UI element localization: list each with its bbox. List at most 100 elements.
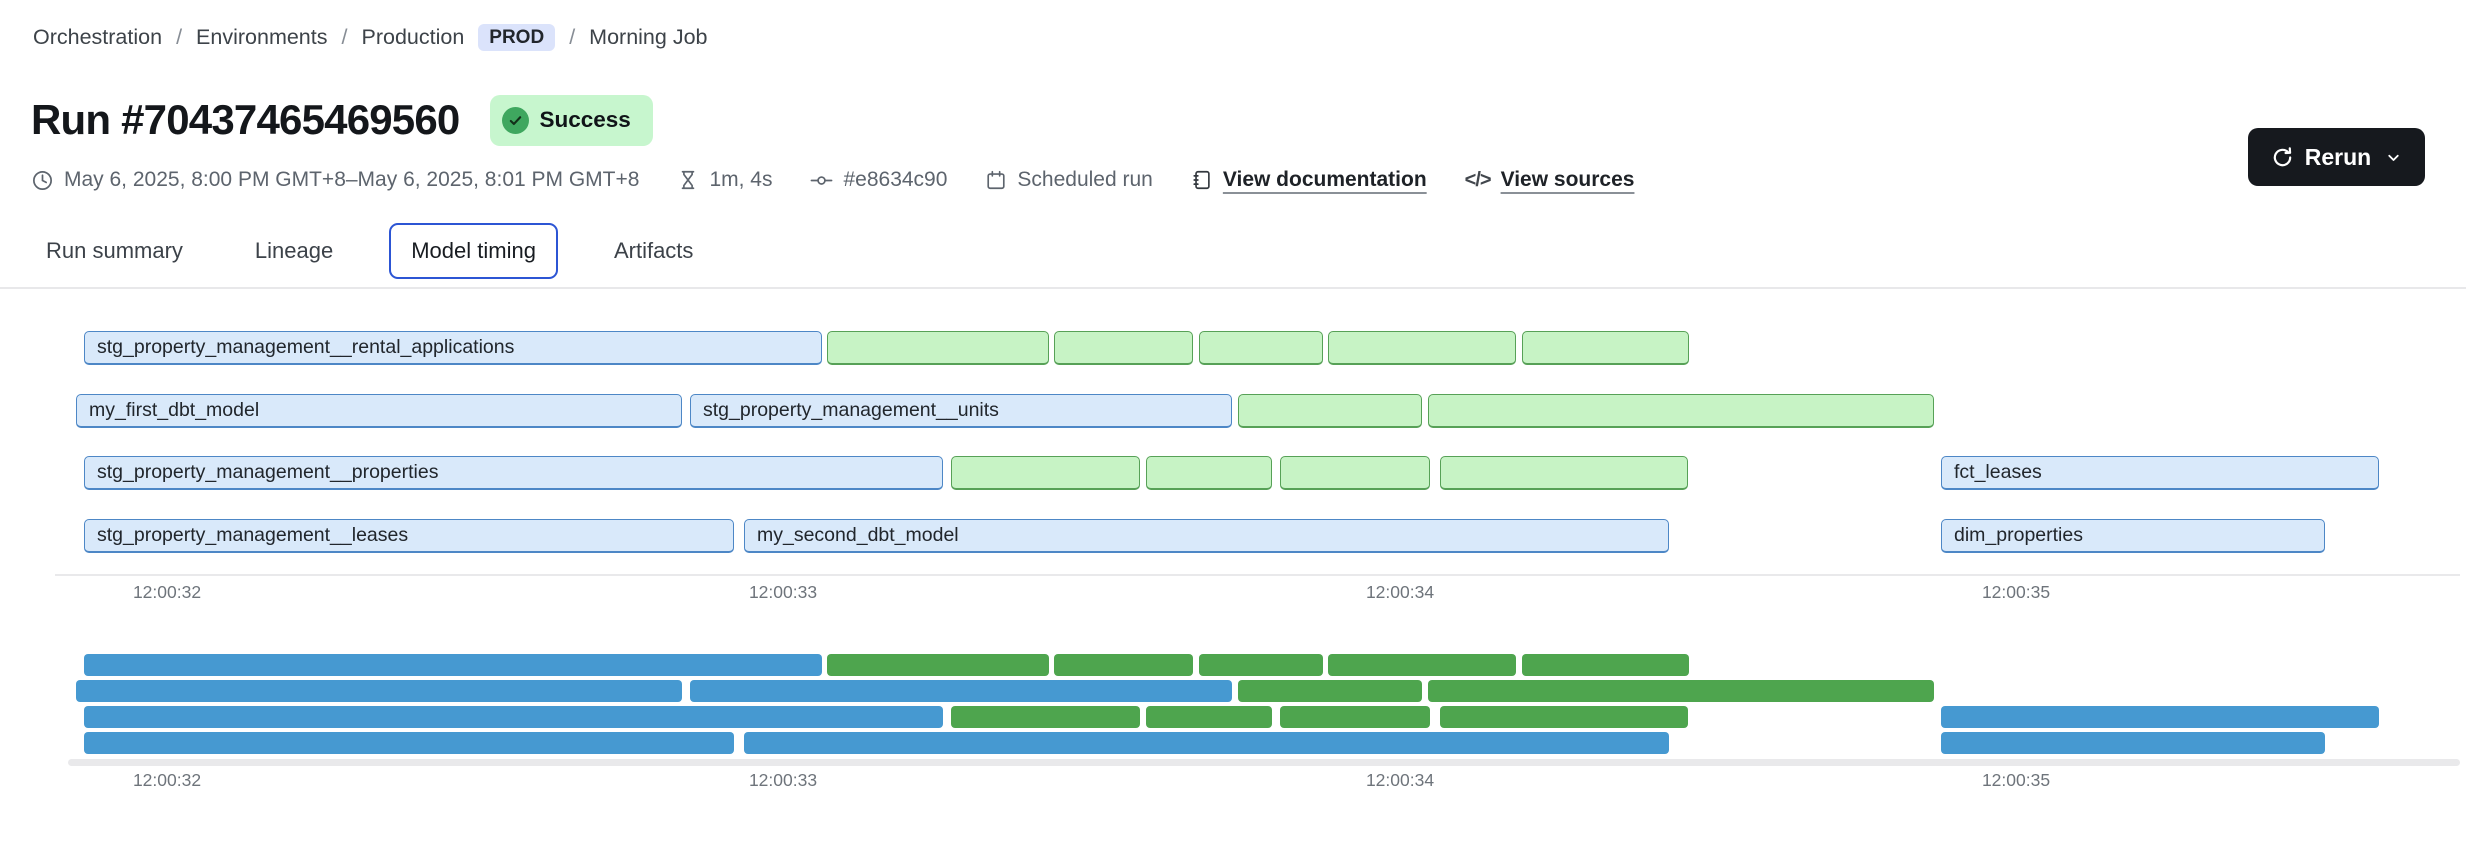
gantt-bar-test[interactable]: [1054, 331, 1193, 365]
status-label: Success: [539, 107, 631, 132]
gantt-bar-stg_property_management__units-mini[interactable]: [690, 680, 1232, 702]
commit-hash: #e8634c90: [810, 168, 947, 192]
gantt-bar-my_second_dbt_model[interactable]: my_second_dbt_model: [744, 519, 1669, 553]
commit-hash-label: #e8634c90: [843, 168, 948, 191]
gantt-bar-test[interactable]: [827, 331, 1049, 365]
view-sources-label[interactable]: View sources: [1500, 168, 1635, 191]
gantt-bar-my_first_dbt_model-mini[interactable]: [76, 680, 682, 702]
trigger-type-label: Scheduled run: [1017, 168, 1153, 191]
model-bar-label: stg_property_management__units: [703, 399, 999, 421]
gantt-bar-test[interactable]: [1146, 456, 1272, 490]
gantt-bar-test-mini[interactable]: [1146, 706, 1272, 728]
gantt-bar-stg_property_management__properties-mini[interactable]: [84, 706, 943, 728]
time-tick-label: 12:00:32: [132, 770, 202, 790]
notebook-icon: [1191, 169, 1213, 191]
view-documentation-label[interactable]: View documentation: [1222, 168, 1427, 191]
gantt-bar-test[interactable]: [1440, 456, 1688, 490]
gantt-bar-test-mini[interactable]: [1054, 654, 1193, 676]
gantt-bar-test-mini[interactable]: [1280, 706, 1430, 728]
model-bar-label: fct_leases: [1954, 461, 2042, 483]
environment-badge: PROD: [478, 24, 556, 51]
rerun-button[interactable]: Rerun: [2248, 128, 2425, 186]
run-time-range-label: May 6, 2025, 8:00 PM GMT+8–May 6, 2025, …: [64, 168, 640, 191]
gantt-bar-test-mini[interactable]: [1428, 680, 1934, 702]
gantt-bar-test[interactable]: [951, 456, 1140, 490]
tab-artifacts[interactable]: Artifacts: [613, 238, 694, 263]
gantt-bar-fct_leases[interactable]: fct_leases: [1941, 456, 2379, 490]
run-duration: 1m, 4s: [677, 168, 772, 192]
time-tick-label: 12:00:32: [132, 582, 202, 602]
page-title: Run #70437465469560: [31, 96, 460, 143]
tab-lineage[interactable]: Lineage: [254, 238, 334, 263]
gantt-bar-test[interactable]: [1238, 394, 1422, 428]
breadcrumb-item-environments[interactable]: Environments: [196, 25, 328, 49]
gantt-bar-test-mini[interactable]: [951, 706, 1140, 728]
breadcrumb-item-orchestration[interactable]: Orchestration: [33, 25, 163, 49]
breadcrumb-item-morning-job[interactable]: Morning Job: [589, 25, 708, 49]
gantt-bar-test[interactable]: [1428, 394, 1934, 428]
gantt-bar-stg_property_management__leases-mini[interactable]: [84, 732, 734, 754]
model-bar-label: dim_properties: [1954, 524, 2083, 546]
gantt-bar-my_second_dbt_model-mini[interactable]: [744, 732, 1669, 754]
rerun-label: Rerun: [2304, 143, 2372, 170]
check-circle-icon: [501, 106, 529, 134]
tab-run-summary[interactable]: Run summary: [46, 238, 183, 263]
time-tick-label: 12:00:35: [1981, 582, 2051, 602]
hourglass-icon: [677, 169, 699, 191]
time-tick-label: 12:00:34: [1365, 770, 1435, 790]
gantt-bar-test[interactable]: [1280, 456, 1430, 490]
clock-icon: [31, 169, 54, 192]
gantt-bar-test-mini[interactable]: [1238, 680, 1422, 702]
gantt-bar-my_first_dbt_model[interactable]: my_first_dbt_model: [76, 394, 682, 428]
run-meta-row: May 6, 2025, 8:00 PM GMT+8–May 6, 2025, …: [31, 168, 1634, 192]
gantt-bar-test-mini[interactable]: [827, 654, 1049, 676]
gantt-bar-test-mini[interactable]: [1199, 654, 1323, 676]
run-time-range: May 6, 2025, 8:00 PM GMT+8–May 6, 2025, …: [31, 168, 639, 192]
time-tick-label: 12:00:33: [748, 582, 818, 602]
minimap-scroll-track[interactable]: [68, 759, 2460, 766]
tab-model-timing[interactable]: Model timing: [389, 223, 558, 279]
gantt-bar-fct_leases-mini[interactable]: [1941, 706, 2379, 728]
view-documentation-link[interactable]: View documentation: [1191, 168, 1427, 192]
commit-icon: [810, 169, 833, 192]
time-axis-line: [55, 574, 2460, 576]
breadcrumb-separator: /: [341, 25, 348, 49]
gantt-bar-test-mini[interactable]: [1328, 654, 1516, 676]
calendar-icon: [985, 169, 1007, 191]
gantt-bar-stg_property_management__rental_applications[interactable]: stg_property_management__rental_applicat…: [84, 331, 822, 365]
time-tick-label: 12:00:33: [748, 770, 818, 790]
model-bar-label: my_first_dbt_model: [89, 399, 260, 421]
gantt-bar-test-mini[interactable]: [1440, 706, 1688, 728]
gantt-bar-stg_property_management__rental_applications-mini[interactable]: [84, 654, 822, 676]
gantt-bar-dim_properties-mini[interactable]: [1941, 732, 2325, 754]
code-icon: </>: [1464, 168, 1492, 191]
time-tick-label: 12:00:35: [1981, 770, 2051, 790]
gantt-bar-test[interactable]: [1522, 331, 1689, 365]
model-bar-label: my_second_dbt_model: [757, 524, 959, 546]
gantt-bar-stg_property_management__units[interactable]: stg_property_management__units: [690, 394, 1232, 428]
model-bar-label: stg_property_management__rental_applicat…: [97, 336, 515, 358]
breadcrumb-separator: /: [569, 25, 576, 49]
chevron-down-icon: [2385, 149, 2402, 166]
gantt-bar-test-mini[interactable]: [1522, 654, 1689, 676]
gantt-bar-test[interactable]: [1199, 331, 1323, 365]
trigger-type: Scheduled run: [985, 168, 1153, 192]
gantt-bar-dim_properties[interactable]: dim_properties: [1941, 519, 2325, 553]
breadcrumb-item-production[interactable]: Production: [361, 25, 465, 49]
tab-bar: Run summary Lineage Model timing Artifac…: [30, 220, 709, 282]
tab-bar-divider: [0, 287, 2466, 289]
gantt-bar-test[interactable]: [1328, 331, 1516, 365]
view-sources-link[interactable]: </> View sources: [1465, 168, 1635, 192]
gantt-bar-stg_property_management__leases[interactable]: stg_property_management__leases: [84, 519, 734, 553]
run-duration-label: 1m, 4s: [709, 168, 773, 191]
breadcrumb: Orchestration / Environments / Productio…: [33, 24, 708, 51]
status-badge: Success: [489, 94, 653, 146]
time-tick-label: 12:00:34: [1365, 582, 1435, 602]
breadcrumb-separator: /: [176, 25, 183, 49]
gantt-bar-stg_property_management__properties[interactable]: stg_property_management__properties: [84, 456, 943, 490]
title-row: Run #70437465469560 Success: [31, 90, 653, 150]
